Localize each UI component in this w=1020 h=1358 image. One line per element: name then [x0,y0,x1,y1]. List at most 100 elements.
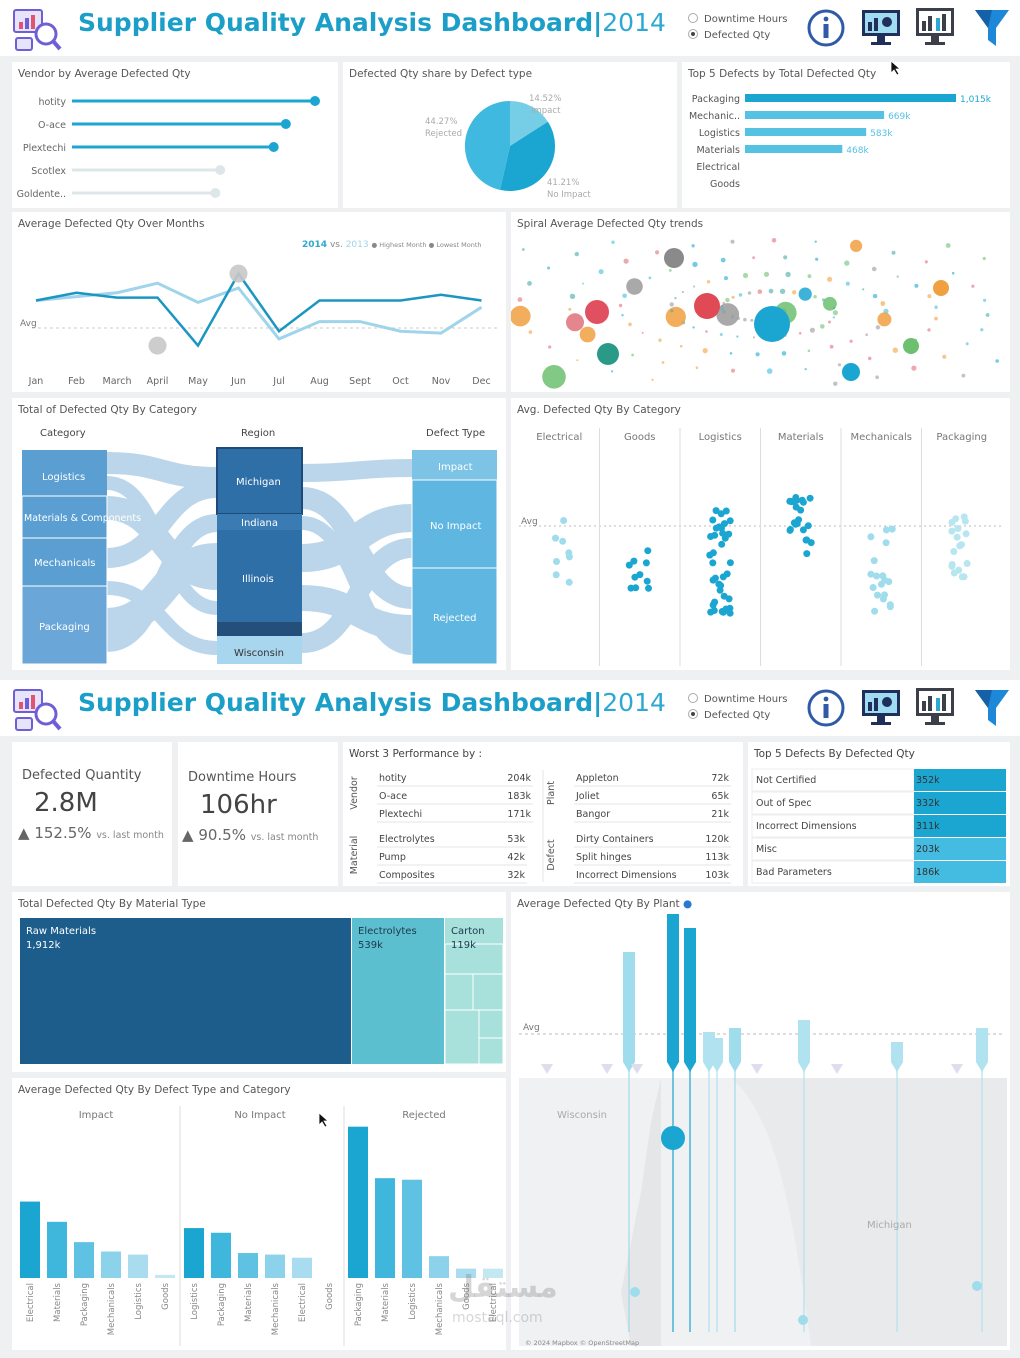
strip-point[interactable] [792,503,800,511]
spiral-bubble[interactable] [731,295,735,299]
strip-point[interactable] [643,577,651,585]
spiral-bubble[interactable] [829,344,834,349]
spiral-bubble[interactable] [865,333,868,336]
strip-point[interactable] [721,534,729,542]
spiral-bubble[interactable] [871,266,877,272]
strip-point[interactable] [879,595,887,603]
spiral-bubble[interactable] [661,361,665,364]
strip-point[interactable] [716,586,724,594]
defect-category-bar[interactable] [101,1251,121,1278]
spiral-bubble[interactable] [641,331,644,334]
spiral-bubble[interactable] [695,366,699,369]
spiral-bubble[interactable] [747,291,752,295]
spiral-bubble[interactable] [798,287,812,301]
strip-point[interactable] [867,533,875,541]
spiral-bubble[interactable] [720,257,726,263]
top5-value-cell[interactable] [914,792,1006,814]
strip-point[interactable] [963,560,971,567]
spiral-bubble[interactable] [837,363,842,367]
strip-point[interactable] [792,494,800,501]
spiral-bubble[interactable] [934,316,938,321]
spiral-bubble[interactable] [670,309,674,313]
spiral-bubble[interactable] [720,307,724,311]
spiral-bubble[interactable] [669,302,674,307]
vendor-dot[interactable] [210,188,221,198]
spiral-bubble[interactable] [706,280,711,284]
defect-category-bar[interactable] [375,1178,395,1278]
spiral-bubble[interactable] [804,368,807,371]
spiral-bubble[interactable] [511,305,531,327]
spiral-bubble[interactable] [521,248,525,251]
spiral-bubble[interactable] [880,301,886,306]
spiral-bubble[interactable] [628,322,632,327]
spiral-bubble[interactable] [914,283,919,288]
vendor-dot[interactable] [268,142,279,152]
plant-bar[interactable] [684,928,696,1062]
strip-point[interactable] [958,541,965,549]
strip-point[interactable] [722,507,730,515]
strip-point[interactable] [869,584,877,591]
sankey-node-michigan[interactable]: Michigan [236,477,281,488]
spiral-bubble[interactable] [980,328,984,332]
spiral-bubble[interactable] [875,325,881,330]
spiral-bubble[interactable] [927,294,932,299]
spiral-bubble[interactable] [621,314,624,317]
strip-point[interactable] [804,522,812,530]
strip-point[interactable] [645,584,652,592]
strip-point[interactable] [711,598,719,606]
strip-point[interactable] [712,524,720,532]
spiral-bubble[interactable] [566,313,584,332]
radio-defected-qty[interactable]: Defected Qty [688,29,770,41]
spiral-bubble[interactable] [911,365,917,371]
spiral-bubble[interactable] [763,271,770,277]
sankey-node-impact[interactable]: Impact [438,462,473,473]
spiral-bubble[interactable] [651,378,654,381]
strip-point[interactable] [871,607,879,615]
spiral-bubble[interactable] [867,356,872,361]
defect-category-bar[interactable] [265,1254,285,1278]
spiral-bubble[interactable] [828,320,831,324]
line-2014[interactable] [35,271,482,348]
spiral-bubble[interactable] [579,326,596,343]
dashboard-monitor-icon[interactable] [860,686,902,728]
top5-bar[interactable] [745,94,956,102]
spiral-bubble[interactable] [792,290,797,295]
treemap-raw-materials[interactable] [20,918,351,1064]
spiral-bubble[interactable] [692,326,695,329]
plant-bubble[interactable] [798,1315,808,1325]
strip-point[interactable] [710,607,718,614]
spiral-bubble[interactable] [631,353,634,357]
spiral-bubble[interactable] [832,306,836,310]
strip-point[interactable] [625,561,633,569]
spiral-bubble[interactable] [934,305,938,309]
spiral-bubble[interactable] [674,297,677,300]
spiral-bubble[interactable] [995,359,999,363]
spiral-bubble[interactable] [731,368,735,373]
defect-category-bar[interactable] [238,1253,258,1278]
defect-category-bar[interactable] [184,1228,204,1278]
spiral-bubble[interactable] [750,318,754,322]
strip-point[interactable] [882,539,890,547]
spiral-bubble[interactable] [693,285,696,288]
spiral-bubble[interactable] [832,316,836,319]
spiral-bubble[interactable] [766,368,773,374]
strip-point[interactable] [793,520,801,528]
strip-point[interactable] [950,548,958,555]
spiral-bubble[interactable] [517,297,523,302]
spiral-bubble[interactable] [942,354,947,359]
spiral-bubble[interactable] [743,317,747,322]
spiral-bubble[interactable] [807,274,812,279]
spiral-bubble[interactable] [724,276,728,281]
spiral-bubble[interactable] [877,312,892,327]
spiral-bubble[interactable] [933,280,949,296]
sankey-node-wisconsin[interactable]: Wisconsin [234,648,284,659]
strip-point[interactable] [718,540,726,548]
top5-value-cell[interactable] [914,861,1006,883]
defect-category-bar[interactable] [128,1254,148,1278]
info-icon[interactable] [806,686,846,728]
strip-point[interactable] [962,530,970,538]
dashboard-monitor-icon[interactable] [860,6,902,48]
spiral-bubble[interactable] [548,345,552,349]
spiral-bubble[interactable] [702,348,708,354]
spiral-bubble[interactable] [730,239,735,244]
